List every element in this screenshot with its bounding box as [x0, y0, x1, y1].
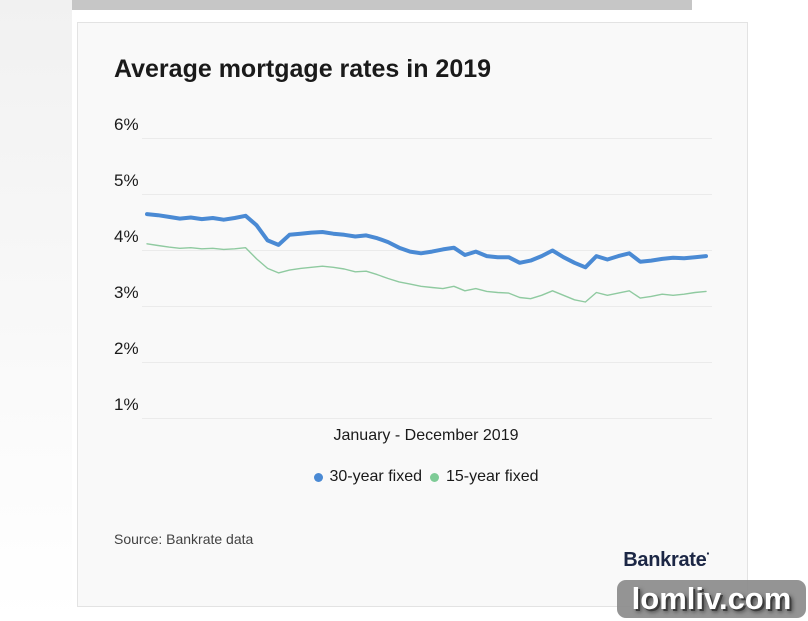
bankrate-logo-text: Bankrate [623, 549, 707, 571]
line-30-year-fixed [145, 212, 708, 270]
legend-label-15-year: 15-year fixed [446, 468, 539, 485]
chart-title: Average mortgage rates in 2019 [114, 55, 492, 83]
y-axis-tick-4: 4% [114, 227, 139, 246]
bankrate-logo: Bankrate▪ [623, 549, 709, 572]
legend-label-30-year: 30-year fixed [329, 468, 423, 485]
y-axis-tick-3: 3% [114, 283, 139, 302]
watermark-badge: lomliv.com [617, 580, 806, 618]
legend-dot-15-year-icon [430, 472, 439, 482]
top-gray-bar [72, 0, 692, 10]
trademark-dot-icon: ▪ [706, 549, 709, 558]
page-left-margin [0, 0, 72, 621]
line-15-year-fixed [146, 243, 707, 303]
y-axis-tick-6: 6% [114, 115, 139, 134]
legend-item-30-year-fixed[interactable]: 30-year fixed [313, 468, 423, 486]
source-note: Source: Bankrate data [114, 531, 254, 547]
legend-dot-30-year-icon [313, 472, 323, 482]
chart-legend: 30-year fixed 15-year fixed [146, 468, 706, 486]
legend-item-15-year-fixed[interactable]: 15-year fixed [430, 468, 539, 486]
chart-card: Average mortgage rates in 2019 6% 5% 4% … [77, 22, 748, 607]
y-axis-tick-5: 5% [114, 171, 139, 190]
y-axis-tick-1: 1% [114, 395, 139, 414]
line-chart [142, 138, 712, 419]
y-axis-tick-2: 2% [114, 339, 139, 358]
x-axis-label: January - December 2019 [333, 427, 519, 444]
